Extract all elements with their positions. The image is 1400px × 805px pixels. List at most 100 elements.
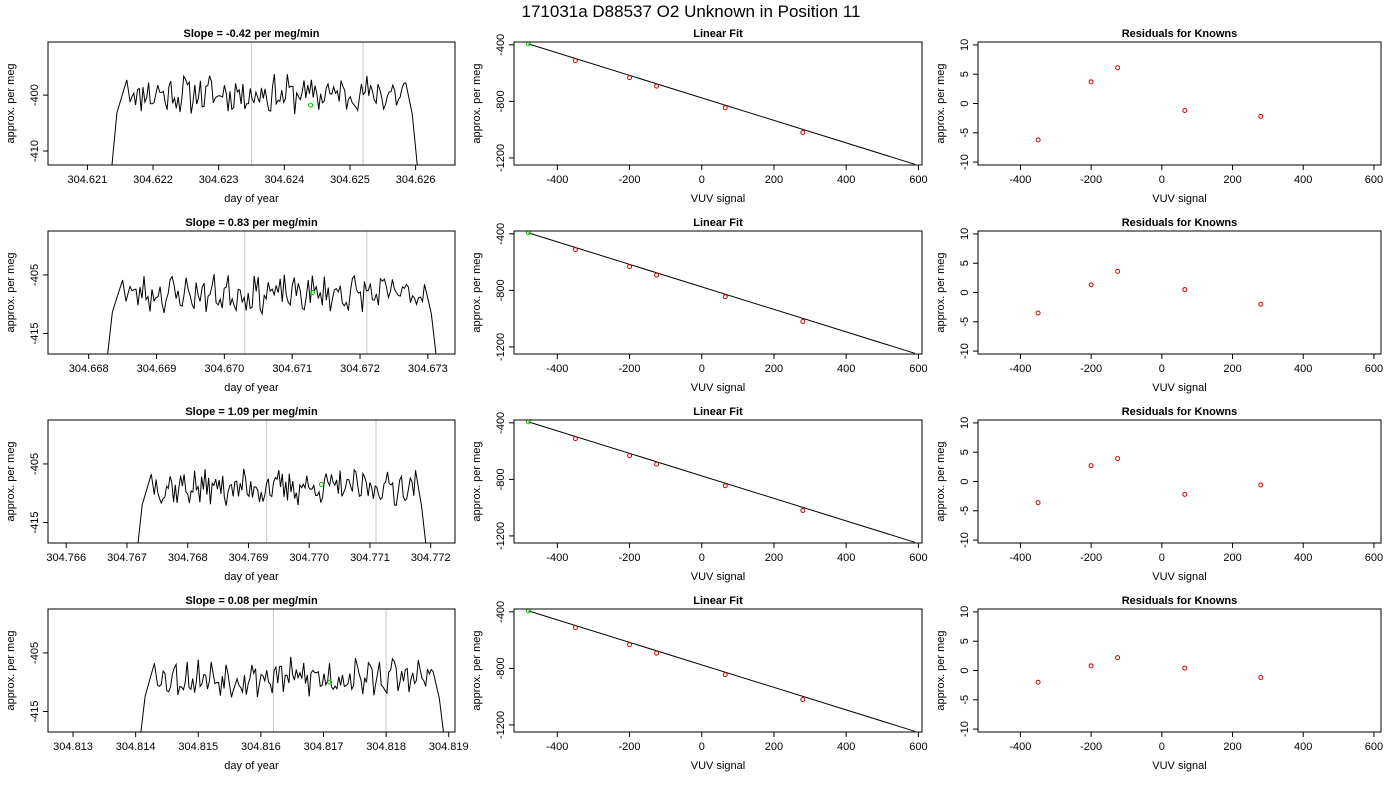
x-axis-label: day of year xyxy=(224,382,279,394)
panel-title: Slope = 1.09 per meg/min xyxy=(185,406,318,418)
x-tick-label: 304.817 xyxy=(304,741,344,753)
panel-linear-fit-row-2: Linear Fit VUV signal approx. per meg -400 -… xyxy=(471,217,928,394)
y-tick-label: -405 xyxy=(29,264,41,286)
x-axis-label: day of year xyxy=(224,571,279,583)
residual-point xyxy=(1182,665,1188,671)
x-tick-label: 600 xyxy=(1365,552,1383,564)
x-axis-label: VUV signal xyxy=(691,760,745,772)
plot-frame xyxy=(977,608,1382,733)
x-tick-label: 304.819 xyxy=(429,741,469,753)
x-tick-label: 304.625 xyxy=(330,174,370,186)
fit-line xyxy=(528,610,915,732)
residual-point xyxy=(1035,137,1041,143)
residual-point xyxy=(1115,456,1121,462)
residual-point xyxy=(1115,655,1121,661)
known-point xyxy=(627,264,633,270)
x-axis-label: VUV signal xyxy=(1152,382,1206,394)
x-tick-label: 200 xyxy=(1223,741,1241,753)
y-tick-label: 10 xyxy=(959,606,971,618)
y-tick-label: -400 xyxy=(495,412,507,434)
plot-area xyxy=(525,42,915,165)
y-tick-label: -800 xyxy=(495,657,507,679)
x-tick-label: -400 xyxy=(546,174,568,186)
x-tick-label: -200 xyxy=(1080,741,1102,753)
x-tick-label: 400 xyxy=(1294,741,1312,753)
plot-area xyxy=(1035,655,1264,685)
panel-title: Slope = 0.83 per meg/min xyxy=(185,217,318,229)
x-tick-label: 200 xyxy=(1223,552,1241,564)
plot-frame xyxy=(47,608,456,733)
y-tick-label: -5 xyxy=(959,317,971,327)
x-tick-label: 304.668 xyxy=(69,363,109,375)
plot-frame xyxy=(977,41,1382,166)
plot-frame xyxy=(47,41,456,166)
panel-title: Linear Fit xyxy=(693,28,743,40)
plot-area xyxy=(137,420,427,543)
x-axis-label: day of year xyxy=(224,760,279,772)
y-tick-label: -415 xyxy=(29,700,41,722)
y-tick-label: 5 xyxy=(959,260,971,266)
y-tick-label: 5 xyxy=(959,449,971,455)
fit-line xyxy=(528,43,915,165)
x-tick-label: 0 xyxy=(1159,552,1165,564)
x-tick-label: 304.671 xyxy=(272,363,312,375)
x-tick-label: 304.624 xyxy=(264,174,304,186)
known-point xyxy=(654,650,660,656)
x-tick-label: 304.818 xyxy=(366,741,406,753)
selected-point-marker xyxy=(318,481,324,487)
signal-series-line xyxy=(140,656,444,732)
residual-point xyxy=(1035,500,1041,506)
y-tick-label: -410 xyxy=(29,140,41,162)
x-tick-label: 304.623 xyxy=(199,174,239,186)
x-tick-label: 600 xyxy=(909,741,927,753)
y-tick-label: 10 xyxy=(959,228,971,240)
known-point xyxy=(572,58,578,64)
x-tick-label: 600 xyxy=(1365,741,1383,753)
x-tick-label: 400 xyxy=(837,174,855,186)
panel-title: Linear Fit xyxy=(693,595,743,607)
plot-frame xyxy=(47,419,456,544)
known-point xyxy=(627,453,633,459)
x-tick-label: -200 xyxy=(619,552,641,564)
known-point xyxy=(800,318,806,324)
x-tick-label: 304.672 xyxy=(340,363,380,375)
x-tick-label: -400 xyxy=(1009,552,1031,564)
x-tick-label: 600 xyxy=(1365,174,1383,186)
x-tick-label: 304.768 xyxy=(168,552,208,564)
plot-area xyxy=(111,42,418,165)
plot-frame xyxy=(977,419,1382,544)
y-tick-label: -1200 xyxy=(495,333,507,361)
residual-point xyxy=(1258,675,1264,681)
y-tick-label: -400 xyxy=(495,601,507,623)
residual-point xyxy=(1088,79,1094,85)
panel-title: Residuals for Knowns xyxy=(1122,595,1238,607)
x-tick-label: 0 xyxy=(699,741,705,753)
signal-series-line xyxy=(137,468,427,543)
panel-title: Slope = -0.42 per meg/min xyxy=(183,28,319,40)
x-tick-label: 304.816 xyxy=(241,741,281,753)
x-tick-label: 400 xyxy=(837,741,855,753)
plot-area xyxy=(107,231,437,354)
y-tick-label: 0 xyxy=(959,100,971,106)
y-tick-label: -415 xyxy=(29,511,41,533)
panel-title: Linear Fit xyxy=(693,217,743,229)
residual-point xyxy=(1258,482,1264,488)
x-tick-label: 400 xyxy=(1294,363,1312,375)
known-point xyxy=(800,696,806,702)
y-tick-label: -415 xyxy=(29,322,41,344)
x-tick-label: -200 xyxy=(619,741,641,753)
x-tick-label: 304.814 xyxy=(116,741,156,753)
y-axis-label: approx. per meg xyxy=(5,441,17,521)
unknown-point xyxy=(525,231,531,236)
y-tick-label: -10 xyxy=(959,343,971,359)
x-tick-label: 600 xyxy=(909,552,927,564)
unknown-point xyxy=(525,42,531,47)
x-tick-label: 200 xyxy=(1223,174,1241,186)
y-tick-label: 10 xyxy=(959,417,971,429)
x-tick-label: 304.813 xyxy=(53,741,93,753)
known-point xyxy=(654,272,660,278)
known-point xyxy=(572,247,578,253)
panel-title: Residuals for Knowns xyxy=(1122,217,1238,229)
y-axis-label: approx. per meg xyxy=(5,630,17,710)
known-point xyxy=(800,129,806,135)
